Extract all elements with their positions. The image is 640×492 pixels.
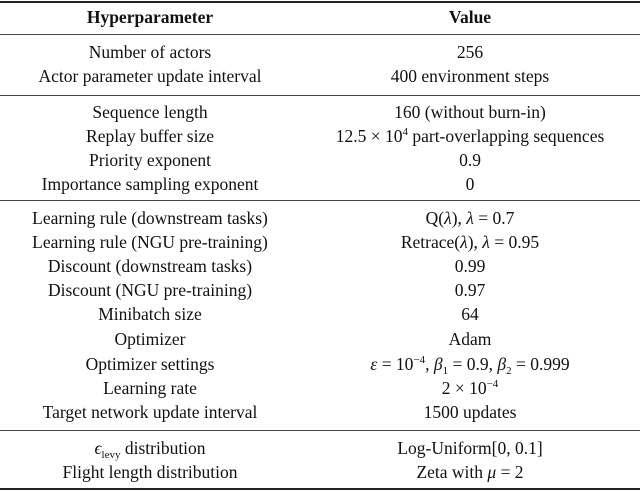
table-row: Learning rule (downstream tasks) Q(λ), λ… — [0, 206, 640, 230]
beta-symbol: β — [497, 354, 507, 374]
row-value: 256 — [456, 42, 484, 62]
row-name: Flight length distribution — [62, 462, 238, 482]
group-divider-2 — [0, 200, 640, 201]
table-row: Learning rate 2 × 10−4 — [0, 376, 640, 400]
row-value: Log-Uniform[0, 0.1] — [397, 438, 543, 458]
lr-exp: −4 — [486, 378, 499, 390]
table-row: Flight length distribution Zeta with μ =… — [0, 460, 640, 484]
row-name: Replay buffer size — [86, 126, 214, 146]
mu-symbol: μ — [487, 462, 497, 482]
levy-rest: distribution — [120, 438, 206, 458]
lr-coef: 2 × 10 — [441, 378, 487, 398]
table-row: Importance sampling exponent 0 — [0, 172, 640, 196]
table-row: Learning rule (NGU pre-training) Retrace… — [0, 230, 640, 254]
lambda-symbol: λ — [460, 232, 468, 252]
row-name: Optimizer — [114, 329, 186, 349]
levy-sub: levy — [101, 449, 121, 461]
table-row: Optimizer settings ε = 10−4, β1 = 0.9, β… — [0, 352, 640, 377]
lambda-symbol: λ — [482, 232, 490, 252]
row-value: 64 — [461, 304, 479, 324]
retrace-prefix: Retrace( — [400, 232, 461, 252]
row-name: Number of actors — [88, 42, 212, 62]
row-name: Importance sampling exponent — [41, 174, 259, 194]
row-value: Zeta with μ = 2 — [300, 460, 640, 484]
retrace-eq: = 0.95 — [489, 232, 540, 252]
beta-symbol: β — [433, 354, 443, 374]
row-value: 160 (without burn-in) — [394, 102, 546, 122]
q-prefix: Q( — [425, 208, 445, 228]
row-name: Target network update interval — [42, 402, 258, 422]
table-row: Discount (downstream tasks) 0.99 — [0, 254, 640, 278]
epsilon-symbol: ε — [370, 354, 378, 374]
beta1-eq: = 0.9, — [448, 354, 498, 374]
retrace-suffix: ), — [467, 232, 483, 252]
row-name: Learning rule (downstream tasks) — [32, 208, 268, 228]
group-divider-1 — [0, 95, 640, 96]
row-name: Learning rule (NGU pre-training) — [32, 232, 268, 252]
table-header-row: Hyperparameter Value — [0, 5, 640, 29]
table-row: Minibatch size 64 — [0, 302, 640, 326]
table-row: ϵlevy distribution Log-Uniform[0, 0.1] — [0, 436, 640, 461]
row-name: Discount (NGU pre-training) — [47, 280, 253, 300]
row-name: Minibatch size — [98, 304, 202, 324]
header-value: Value — [448, 7, 492, 27]
q-eq: = 0.7 — [473, 208, 515, 228]
row-value: 0 — [465, 174, 475, 194]
row-value: 0.9 — [459, 150, 481, 170]
row-value: 0.99 — [454, 256, 486, 276]
sep: , — [425, 354, 434, 374]
eps-eq: = 10 — [377, 354, 414, 374]
eps-exp: −4 — [413, 354, 426, 366]
row-name: Discount (downstream tasks) — [47, 256, 253, 276]
table-row: Discount (NGU pre-training) 0.97 — [0, 278, 640, 302]
row-value: ε = 10−4, β1 = 0.9, β2 = 0.999 — [300, 352, 640, 377]
lambda-symbol: λ — [466, 208, 474, 228]
table-row: Replay buffer size 12.5 × 104 part-overl… — [0, 124, 640, 148]
bottom-rule — [0, 488, 640, 490]
table-row: Priority exponent 0.9 — [0, 148, 640, 172]
beta1-sub: 1 — [442, 365, 449, 377]
header-hyperparameter: Hyperparameter — [86, 7, 214, 27]
row-value: 400 environment steps — [390, 66, 550, 86]
header-rule — [0, 34, 640, 35]
epsilon-symbol: ϵ — [94, 438, 102, 458]
row-name: ϵlevy distribution — [0, 436, 300, 461]
row-name: Sequence length — [92, 102, 208, 122]
row-value: 2 × 10−4 — [300, 376, 640, 400]
row-value: Adam — [448, 329, 492, 349]
row-name: Learning rate — [103, 378, 197, 398]
row-value: Retrace(λ), λ = 0.95 — [300, 230, 640, 254]
row-value: 1500 updates — [423, 402, 517, 422]
top-rule — [0, 1, 640, 3]
replay-coef: 12.5 × 10 — [335, 126, 403, 146]
row-name: Optimizer settings — [85, 354, 215, 374]
replay-rest: part-overlapping sequences — [407, 126, 605, 146]
zeta-prefix: Zeta with — [416, 462, 488, 482]
lambda-symbol: λ — [444, 208, 452, 228]
q-suffix: ), — [451, 208, 467, 228]
table-row: Optimizer Adam — [0, 327, 640, 351]
table-row: Actor parameter update interval 400 envi… — [0, 64, 640, 88]
beta2-sub: 2 — [506, 365, 512, 377]
row-value: 12.5 × 104 part-overlapping sequences — [300, 124, 640, 148]
row-name: Priority exponent — [89, 150, 211, 170]
row-value: 0.97 — [454, 280, 486, 300]
table-row: Sequence length 160 (without burn-in) — [0, 100, 640, 124]
row-value: Q(λ), λ = 0.7 — [300, 206, 640, 230]
replay-exp: 4 — [402, 126, 408, 138]
table-row: Number of actors 256 — [0, 40, 640, 64]
group-divider-3 — [0, 430, 640, 431]
zeta-eq: = 2 — [496, 462, 524, 482]
beta2-eq: = 0.999 — [511, 354, 570, 374]
table-row: Target network update interval 1500 upda… — [0, 400, 640, 424]
row-name: Actor parameter update interval — [38, 66, 262, 86]
